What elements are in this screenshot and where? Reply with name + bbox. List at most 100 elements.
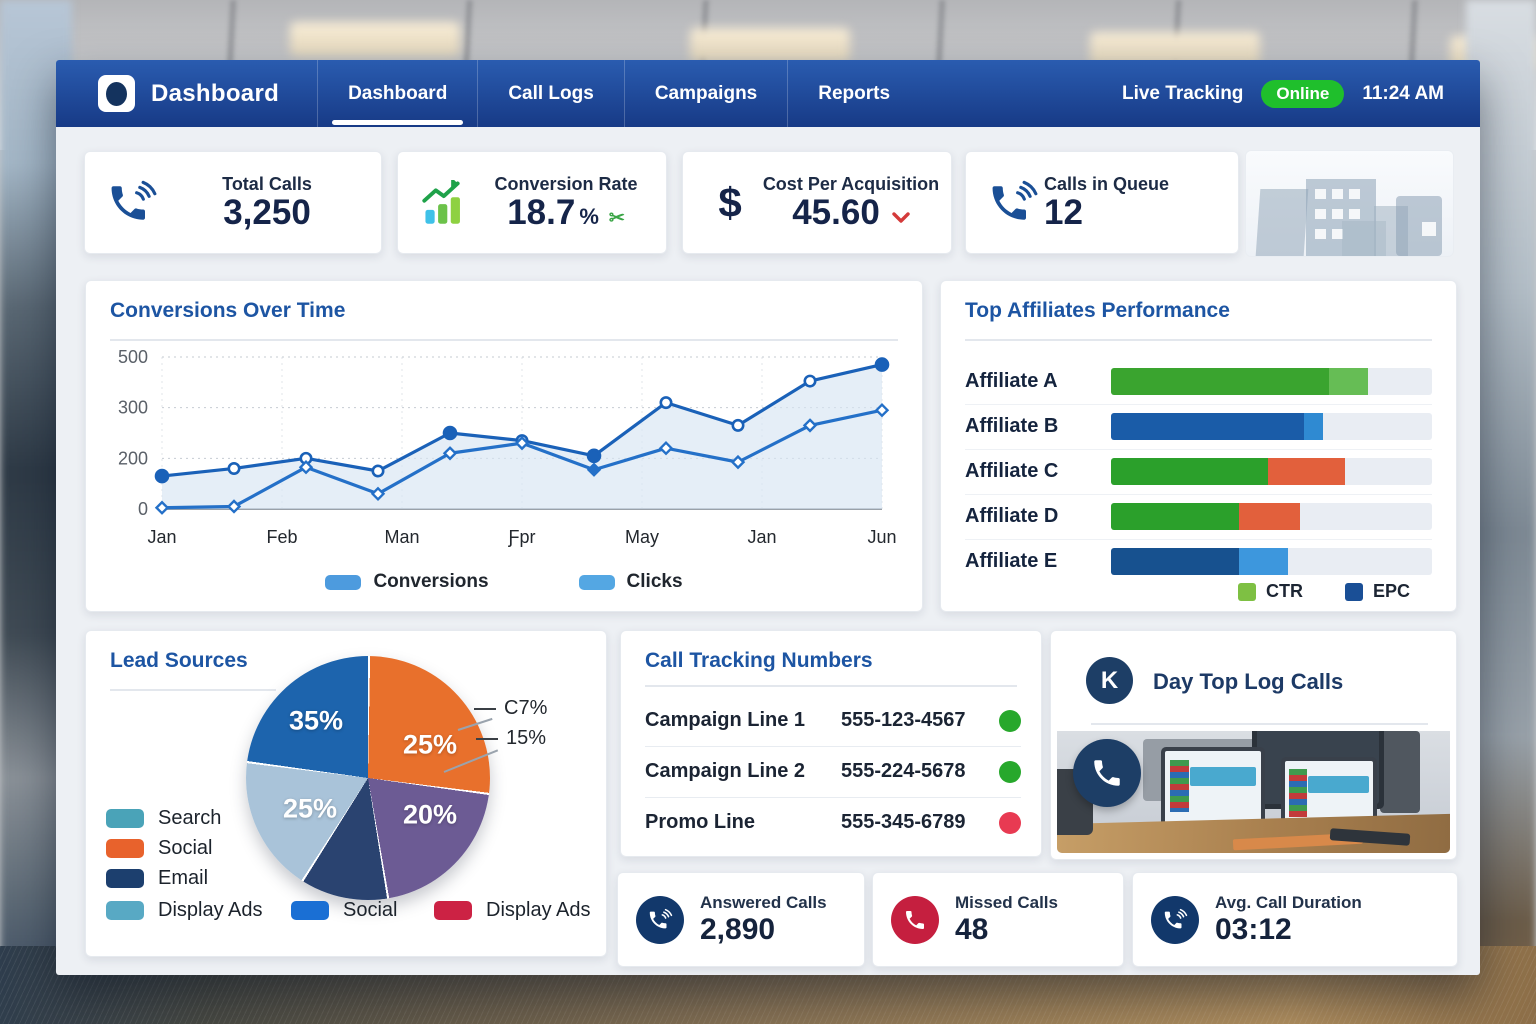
legend-item-conversions[interactable]: Conversions (325, 571, 489, 593)
office-photo (1057, 731, 1450, 853)
search-swatch (106, 809, 144, 828)
kpi-card-calls-in-queue: Calls in Queue 12 (965, 151, 1239, 254)
red-down-chevron-icon (892, 211, 910, 223)
pie-callout-2: 15% (476, 727, 546, 750)
status-dot-green (999, 760, 1021, 783)
lead-sources-panel: Lead Sources 35% 25% 25% 20% C7% 15% Sea… (85, 630, 607, 957)
affiliate-bar (1111, 503, 1432, 530)
clicks-swatch (578, 574, 615, 590)
conversions-swatch (325, 574, 362, 590)
online-status-badge: Online (1261, 79, 1345, 108)
top-navbar: Dashboard Dashboard Call Logs Campaigns … (56, 60, 1480, 127)
clock-time: 11:24 AM (1362, 82, 1444, 104)
city-buildings-graphic (1245, 150, 1454, 257)
affiliate-bar (1111, 458, 1432, 485)
pie-label-25-social: 25% (402, 729, 458, 760)
svg-text:Jan: Jan (747, 527, 776, 547)
answered-phone-icon (636, 895, 684, 944)
call-tracking-panel: Call Tracking Numbers Campaign Line 1 55… (620, 630, 1042, 857)
phone-wave-icon (101, 180, 163, 226)
pie-label-35: 35% (288, 705, 344, 736)
lead-sources-pie-chart (246, 656, 490, 900)
app-logo-icon (98, 75, 135, 112)
kpi-card-cost-per-acquisition: $ Cost Per Acquisition 45.60 (682, 151, 952, 254)
line-chart-legend: Conversions Clicks (86, 571, 922, 593)
svg-text:300: 300 (118, 398, 148, 418)
ctr-swatch (1237, 582, 1256, 601)
affiliate-bar (1111, 548, 1432, 575)
conversions-over-time-panel: Conversions Over Time Jan Feb Man Ƒpr May Jan… (85, 280, 923, 612)
affiliate-row: Affiliate B (965, 404, 1432, 450)
kpi-card-total-calls: Total Calls 3,250 (84, 151, 382, 254)
affiliates-legend: CTR EPC (1237, 581, 1410, 602)
phone-wave-icon (982, 180, 1044, 226)
conversions-line-chart: Jan Feb Man Ƒpr May Jan Jun 500 300 200 0 (118, 347, 897, 547)
legend-item-clicks[interactable]: Clicks (578, 571, 683, 593)
pie-label-20: 20% (402, 799, 458, 830)
affiliate-row: Affiliate E (965, 539, 1432, 584)
panel-title: Call Tracking Numbers (645, 649, 873, 672)
divider (110, 339, 898, 341)
kpi-suffix: % (579, 203, 599, 229)
pie-callout-1: C7% (474, 697, 547, 720)
legend-item-social-blue: Social (291, 899, 397, 922)
growth-bars-icon (414, 179, 476, 226)
duration-phone-icon (1151, 895, 1199, 944)
legend-item-social: Social (106, 837, 212, 860)
svg-text:500: 500 (118, 347, 148, 367)
nav-item-campaigns[interactable]: Campaigns (623, 60, 787, 127)
tracking-row-campaign-1[interactable]: Campaign Line 1 555-123-4567 (645, 695, 1021, 747)
stat-card-answered-calls: Answered Calls 2,890 (617, 872, 865, 967)
top-affiliates-panel: Top Affiliates Performance Affiliate A A… (940, 280, 1457, 612)
legend-item-search: Search (106, 807, 221, 830)
panel-title: Conversions Over Time (110, 299, 346, 322)
nav-item-dashboard[interactable]: Dashboard (317, 60, 477, 127)
panel-title: Lead Sources (110, 649, 248, 672)
svg-text:Ƒpr: Ƒpr (508, 527, 536, 547)
tracking-row-promo[interactable]: Promo Line 555-345-6789 (645, 797, 1021, 848)
divider (110, 689, 276, 691)
dashboard-window: Dashboard Dashboard Call Logs Campaigns … (56, 60, 1480, 975)
log-icon: K (1086, 657, 1133, 704)
svg-text:May: May (625, 527, 659, 547)
pie-label-25-display: 25% (282, 793, 338, 824)
nav-right-group: Live Tracking Online 11:24 AM (1121, 79, 1444, 108)
social-blue-swatch (291, 901, 329, 920)
svg-text:Jun: Jun (867, 527, 896, 547)
affiliate-row: Affiliate A (965, 359, 1432, 405)
panel-title: Top Affiliates Performance (965, 299, 1230, 322)
dollar-icon: $ (718, 178, 742, 226)
status-dot-green (999, 709, 1021, 732)
tracking-row-campaign-2[interactable]: Campaign Line 2 555-224-5678 (645, 746, 1021, 798)
stat-card-missed-calls: Missed Calls 48 (872, 872, 1124, 967)
panel-title: Day Top Log Calls (1153, 669, 1344, 694)
legend-item-email: Email (106, 867, 208, 890)
nav-menu: Dashboard Call Logs Campaigns Reports (317, 60, 920, 127)
kpi-value: 45.60 (792, 192, 880, 232)
stat-card-avg-call-duration: Avg. Call Duration 03:12 (1132, 872, 1458, 967)
affiliate-row: Affiliate D (965, 494, 1432, 540)
legend-item-epc: EPC (1344, 581, 1410, 602)
phone-badge-icon (1073, 739, 1141, 807)
legend-item-display-ads: Display Ads (106, 899, 263, 922)
kpi-value: 3,250 (223, 192, 311, 232)
live-tracking-label[interactable]: Live Tracking (1121, 82, 1244, 104)
kpi-value: 12 (1044, 192, 1083, 232)
legend-item-ctr: CTR (1237, 581, 1303, 602)
kpi-card-conversion-rate: Conversion Rate 18.7 % ✂ (397, 151, 667, 254)
nav-item-reports[interactable]: Reports (787, 60, 920, 127)
green-x-icon: ✂ (608, 207, 625, 229)
kpi-label: Calls in Queue (1044, 173, 1170, 194)
display-ads-swatch (106, 901, 144, 920)
kpi-label: Total Calls (222, 173, 312, 194)
nav-item-call-logs[interactable]: Call Logs (477, 60, 624, 127)
status-dot-red (999, 811, 1021, 834)
affiliate-bar (1111, 413, 1432, 440)
svg-text:Jan: Jan (147, 527, 176, 547)
kpi-label: Cost Per Acquisition (762, 173, 940, 194)
social-swatch (106, 839, 144, 858)
legend-item-display-ads-red: Display Ads (434, 899, 591, 922)
epc-swatch (1344, 582, 1363, 601)
app-brand: Dashboard (98, 75, 279, 112)
svg-text:0: 0 (138, 499, 148, 519)
